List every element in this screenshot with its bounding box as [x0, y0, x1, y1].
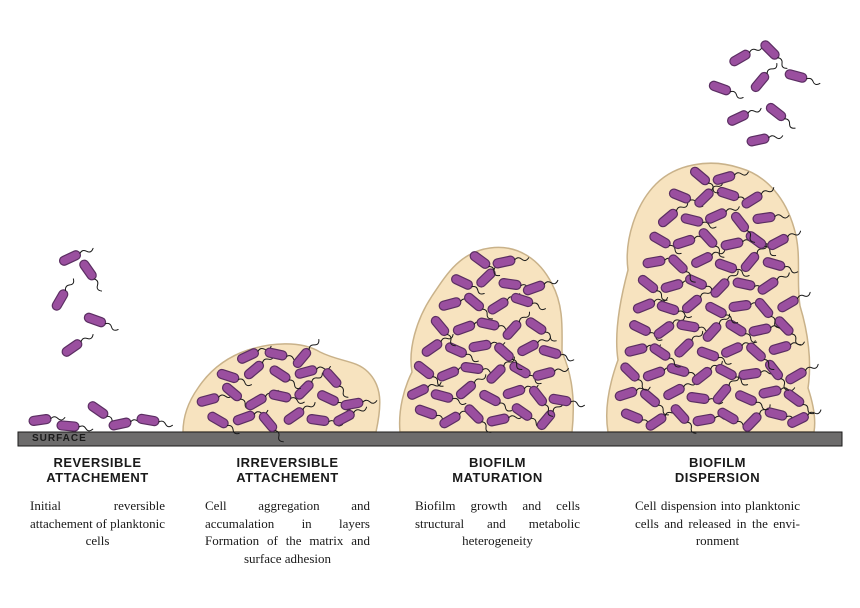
bacterium-reversible: [51, 276, 77, 312]
stage-desc: Initial reversible attachement of plankt…: [30, 497, 165, 550]
surface-label: SURFACE: [32, 433, 87, 444]
bacterium-dispersed: [708, 80, 745, 101]
stage-label-irreversible: IRREVERSIBLE ATTACHEMENT Cell aggregation…: [195, 455, 380, 567]
stage-desc: Cell dispension into planktonic cells an…: [635, 497, 800, 550]
bacterium-reversible: [78, 258, 106, 293]
matrix-dispersion: [607, 163, 815, 432]
stage-desc: Cell aggregation and accumalation in lay…: [205, 497, 370, 567]
stage-title: REVERSIBLE ATTACHEMENT: [30, 455, 165, 485]
surface-bar: [18, 432, 842, 446]
stage-desc: Biofilm growth and cells structural and …: [415, 497, 580, 550]
bacterium-reversible: [83, 312, 120, 333]
stage-label-dispersion: BIOFILM DISPERSION Cell dispension into p…: [625, 455, 810, 550]
bacterium-reversible: [57, 421, 94, 433]
stage-label-reversible: REVERSIBLE ATTACHEMENT Initial reversible…: [20, 455, 175, 550]
bacterium-dispersed: [784, 69, 821, 87]
stage-title: BIOFILM MATURATION: [415, 455, 580, 485]
bacterium-dispersed: [726, 103, 762, 126]
bacterium-dispersed: [746, 130, 783, 146]
bacterium-dispersed: [728, 42, 764, 68]
stage-label-maturation: BIOFILM MATURATION Biofilm growth and cel…: [405, 455, 590, 550]
stage-title: BIOFILM DISPERSION: [635, 455, 800, 485]
bacterium-dispersed: [759, 39, 791, 71]
stage-title: IRREVERSIBLE ATTACHEMENT: [205, 455, 370, 485]
bacterium-dispersed: [765, 102, 799, 131]
bacterium-dispersed: [749, 60, 779, 93]
bacterium-reversible: [136, 414, 173, 429]
bacterium-reversible: [60, 330, 95, 358]
